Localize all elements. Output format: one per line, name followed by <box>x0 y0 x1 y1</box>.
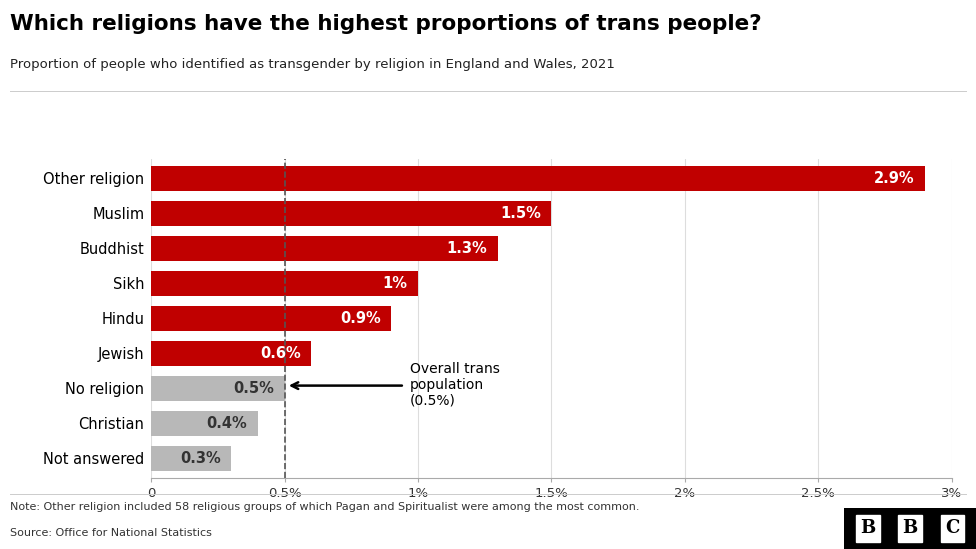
Bar <box>151 166 925 191</box>
Bar <box>151 201 551 226</box>
Bar <box>151 306 391 331</box>
Bar <box>151 411 258 436</box>
Bar <box>151 376 285 401</box>
Text: B: B <box>860 519 875 537</box>
Bar <box>151 446 231 471</box>
Text: 0.6%: 0.6% <box>260 346 301 361</box>
Text: 0.4%: 0.4% <box>207 416 247 431</box>
Text: 1.3%: 1.3% <box>447 241 487 256</box>
Text: population: population <box>410 378 484 392</box>
Text: (0.5%): (0.5%) <box>410 394 456 408</box>
Text: 0.3%: 0.3% <box>180 451 221 466</box>
Text: C: C <box>945 519 959 537</box>
Text: 0.9%: 0.9% <box>340 311 381 326</box>
Text: 1.5%: 1.5% <box>500 206 541 221</box>
Text: Note: Other religion included 58 religious groups of which Pagan and Spiritualis: Note: Other religion included 58 religio… <box>10 502 639 512</box>
Text: 0.5%: 0.5% <box>233 381 274 396</box>
Text: Overall trans: Overall trans <box>410 362 500 376</box>
Bar <box>151 236 498 261</box>
Text: 1%: 1% <box>383 276 407 291</box>
Text: 2.9%: 2.9% <box>874 171 915 186</box>
Text: Proportion of people who identified as transgender by religion in England and Wa: Proportion of people who identified as t… <box>10 58 615 71</box>
Bar <box>151 271 418 296</box>
Text: B: B <box>903 519 917 537</box>
Bar <box>151 341 311 366</box>
Text: Which religions have the highest proportions of trans people?: Which religions have the highest proport… <box>10 14 761 33</box>
Text: Source: Office for National Statistics: Source: Office for National Statistics <box>10 528 212 538</box>
